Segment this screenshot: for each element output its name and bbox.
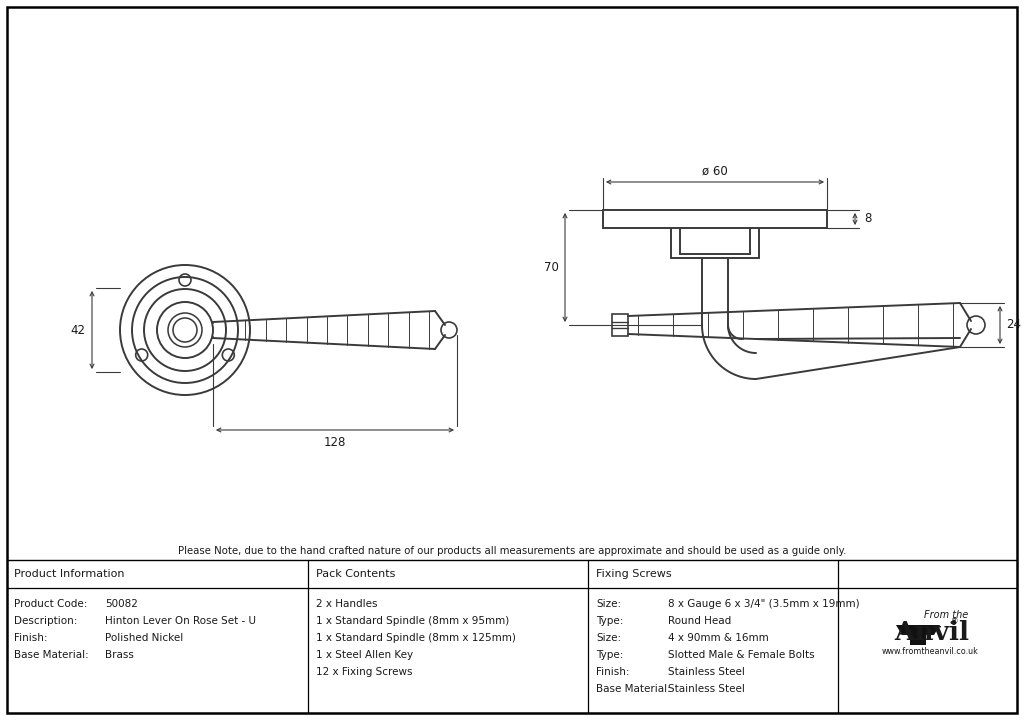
Text: Size:: Size: <box>596 633 622 643</box>
Text: 42: 42 <box>71 323 85 336</box>
Text: Slotted Male & Female Bolts: Slotted Male & Female Bolts <box>668 650 815 660</box>
Text: Stainless Steel: Stainless Steel <box>668 667 744 677</box>
Text: 1 x Standard Spindle (8mm x 95mm): 1 x Standard Spindle (8mm x 95mm) <box>316 616 509 626</box>
Text: 8 x Gauge 6 x 3/4" (3.5mm x 19mm): 8 x Gauge 6 x 3/4" (3.5mm x 19mm) <box>668 599 859 609</box>
Text: www.fromtheanvil.co.uk: www.fromtheanvil.co.uk <box>882 647 979 655</box>
Text: Product Information: Product Information <box>14 569 125 579</box>
Text: Hinton Lever On Rose Set - U: Hinton Lever On Rose Set - U <box>105 616 256 626</box>
Text: Size:: Size: <box>596 599 622 609</box>
Text: Fixing Screws: Fixing Screws <box>596 569 672 579</box>
Text: Pack Contents: Pack Contents <box>316 569 395 579</box>
Polygon shape <box>896 625 940 635</box>
Text: 128: 128 <box>324 436 346 449</box>
Text: Product Code:: Product Code: <box>14 599 87 609</box>
Text: ø 60: ø 60 <box>702 164 728 178</box>
Bar <box>612 314 628 336</box>
Text: Please Note, due to the hand crafted nature of our products all measurements are: Please Note, due to the hand crafted nat… <box>178 546 846 556</box>
Text: 70: 70 <box>544 261 558 274</box>
Text: Type:: Type: <box>596 616 624 626</box>
Text: From the: From the <box>924 610 968 620</box>
Text: 12 x Fixing Screws: 12 x Fixing Screws <box>316 667 413 677</box>
Text: 24: 24 <box>1007 318 1022 331</box>
Text: Round Head: Round Head <box>668 616 731 626</box>
Text: Brass: Brass <box>105 650 134 660</box>
Text: 50082: 50082 <box>105 599 138 609</box>
Text: 4 x 90mm & 16mm: 4 x 90mm & 16mm <box>668 633 769 643</box>
Bar <box>910 635 926 645</box>
Text: ®: ® <box>951 618 958 626</box>
Text: Finish:: Finish: <box>14 633 47 643</box>
Text: Finish:: Finish: <box>596 667 630 677</box>
Text: 1 x Standard Spindle (8mm x 125mm): 1 x Standard Spindle (8mm x 125mm) <box>316 633 516 643</box>
Text: 8: 8 <box>864 212 871 225</box>
Text: Anvil: Anvil <box>895 619 970 644</box>
Text: Description:: Description: <box>14 616 78 626</box>
Text: •: • <box>948 618 954 628</box>
Text: 1 x Steel Allen Key: 1 x Steel Allen Key <box>316 650 413 660</box>
Text: Stainless Steel: Stainless Steel <box>668 684 744 694</box>
Text: 2 x Handles: 2 x Handles <box>316 599 378 609</box>
Text: Polished Nickel: Polished Nickel <box>105 633 183 643</box>
Text: Base Material:: Base Material: <box>14 650 89 660</box>
Text: Type:: Type: <box>596 650 624 660</box>
Text: Base Material:: Base Material: <box>596 684 671 694</box>
